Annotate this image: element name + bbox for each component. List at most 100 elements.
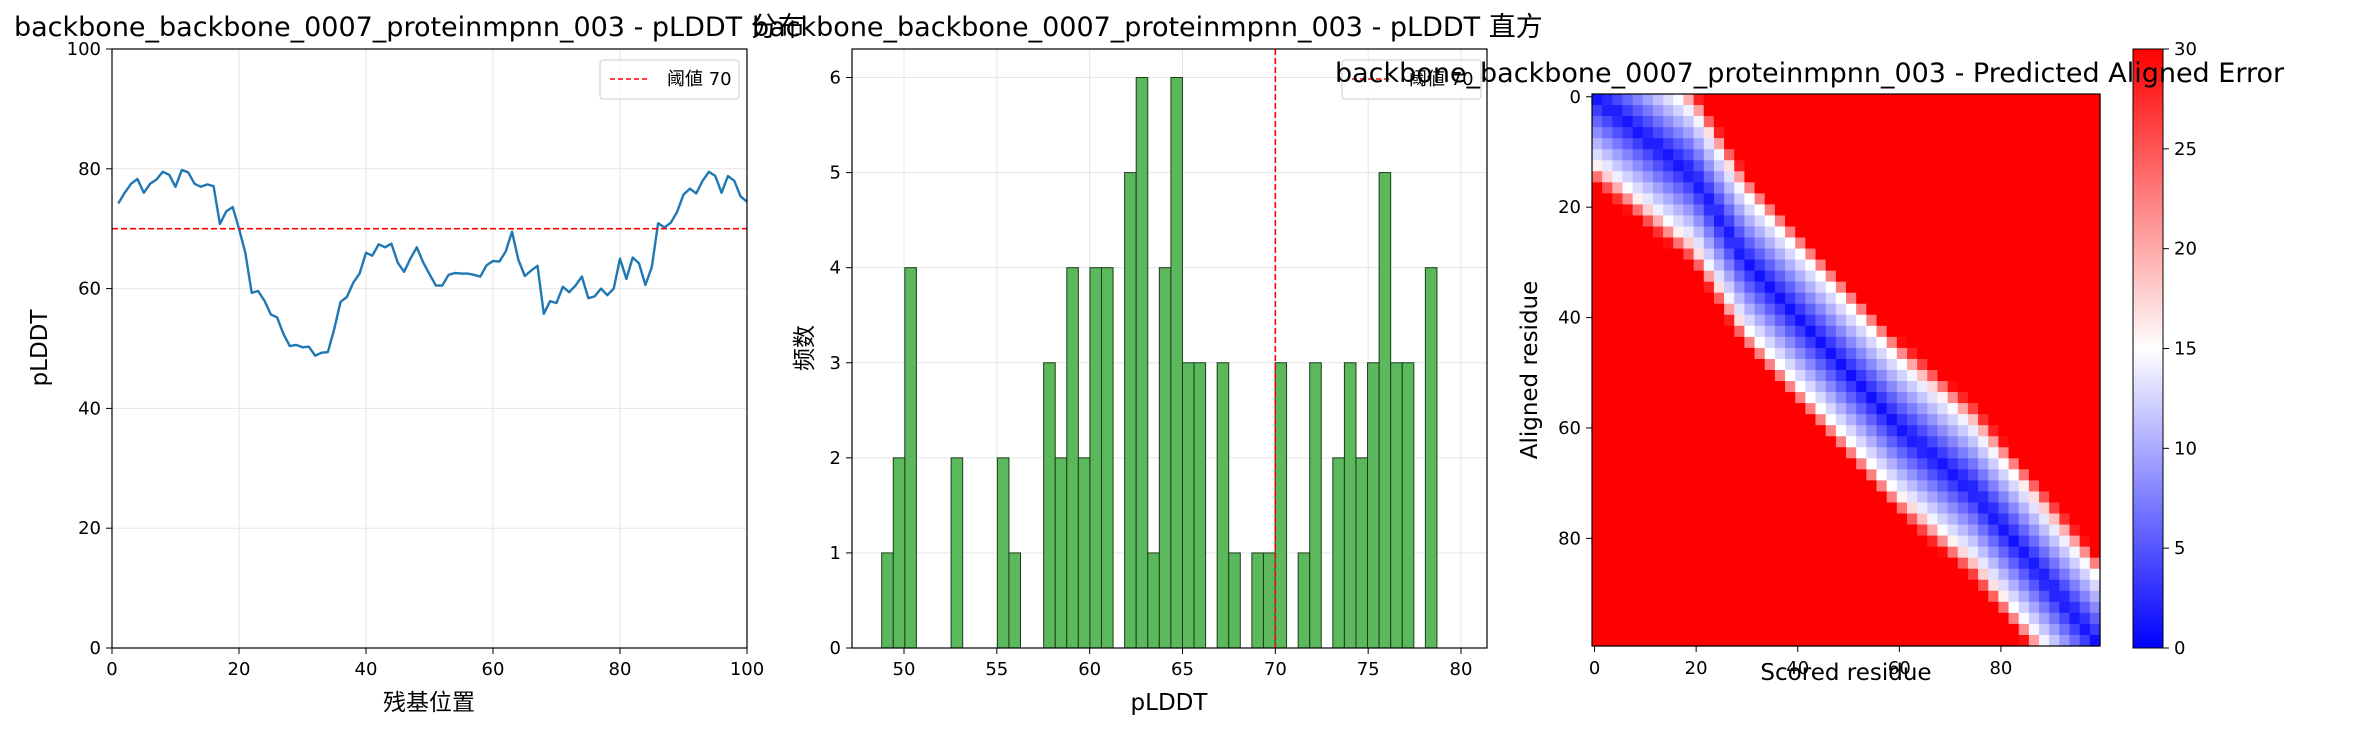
pae-heatmap-cell [1612, 557, 1624, 570]
pae-heatmap-cell [1917, 557, 1928, 570]
pae-heatmap-cell [2059, 524, 2071, 537]
pae-heatmap-cell [2059, 215, 2071, 228]
pae-heatmap-cell [1744, 171, 1756, 183]
pae-heatmap-cell [1927, 403, 1939, 415]
pae-heatmap-cell [1825, 546, 1837, 559]
pae-heatmap-cell [1978, 303, 1989, 316]
pae-heatmap-cell [1734, 171, 1745, 183]
pae-heatmap-cell [1988, 127, 1999, 139]
pae-heatmap-cell [1815, 259, 1827, 272]
pae-heatmap-cell [1947, 513, 1959, 526]
pae-heatmap-cell [1967, 281, 1979, 294]
pae-heatmap-cell [1906, 292, 1918, 305]
pae-heatmap-cell [1693, 336, 1705, 349]
pae-heatmap-cell [1724, 392, 1735, 404]
pae-heatmap-cell [1713, 270, 1725, 283]
pae-heatmap-cell [1998, 403, 2010, 415]
pae-heatmap-cell [1947, 270, 1959, 283]
pae-heatmap-cell [1998, 425, 2010, 437]
pae-heatmap-cell [1815, 303, 1827, 316]
pae-heatmap-cell [1815, 623, 1827, 636]
pae-heatmap-cell [1774, 425, 1786, 437]
pae-heatmap-cell [1703, 292, 1715, 305]
pae-heatmap-cell [1988, 557, 1999, 570]
pae-heatmap-cell [1978, 149, 1989, 161]
pae-heatmap-cell [1805, 127, 1817, 139]
pae-heatmap-cell [1734, 436, 1745, 448]
pae-heatmap-cell [1856, 557, 1867, 570]
pae-heatmap-cell [2039, 414, 2050, 426]
pae-heatmap-cell [1856, 358, 1867, 371]
pae-heatmap-cell [1652, 347, 1664, 360]
pae-heatmap-cell [1835, 579, 1847, 592]
pae-heatmap-cell [1998, 138, 2010, 150]
pae-heatmap-cell [1724, 403, 1735, 415]
pae-heatmap-cell [1673, 325, 1685, 338]
pae-heatmap-cell [1906, 171, 1918, 183]
pae-heatmap-cell [1734, 325, 1745, 338]
pae-heatmap-cell [1602, 414, 1613, 426]
pae-heatmap-cell [1642, 436, 1654, 448]
pae-heatmap-cell [1693, 182, 1705, 194]
pae-heatmap-cell [2018, 259, 2030, 272]
pae-heatmap-cell [2069, 270, 2081, 283]
pae-heatmap-cell [1917, 94, 1928, 106]
pae-heatmap-cell [2059, 182, 2071, 194]
pae-heatmap-cell [1835, 392, 1847, 404]
pae-heatmap-cell [1896, 513, 1908, 526]
pae-heatmap-cell [1978, 601, 1989, 614]
pae-heatmap-cell [2018, 480, 2030, 493]
pae-heatmap-cell [1917, 281, 1928, 294]
pae-heatmap-cell [1764, 513, 1776, 526]
pae-heatmap-cell [1724, 171, 1735, 183]
pae-heatmap-cell [1774, 138, 1786, 150]
pae-heatmap-cell [1988, 171, 1999, 183]
pae-heatmap-cell [2049, 204, 2060, 217]
pae-heatmap-cell [1622, 414, 1634, 426]
pae-heatmap-cell [1663, 138, 1674, 150]
pae-heatmap-cell [1663, 403, 1674, 415]
pae-heatmap-cell [2079, 105, 2091, 117]
pae-heatmap-cell [1876, 105, 1888, 117]
pae-heatmap-cell [1957, 193, 1969, 205]
pae-heatmap-cell [1947, 535, 1959, 548]
pae-heatmap-cell [1683, 480, 1695, 493]
pae-heatmap-cell [1825, 403, 1837, 415]
pae-heatmap-cell [1805, 623, 1817, 636]
pae-heatmap-cell [1805, 270, 1817, 283]
pae-heatmap-cell [2069, 325, 2081, 338]
plddt-histogram-y-tick-label: 2 [830, 448, 841, 469]
plddt-histogram-bar [1066, 267, 1079, 649]
pae-heatmap-cell [2079, 502, 2091, 515]
pae-heatmap-cell [1744, 392, 1756, 404]
pae-heatmap-cell [1917, 248, 1928, 261]
pae-heatmap-cell [1876, 358, 1888, 371]
pae-heatmap-cell [1693, 292, 1705, 305]
pae-heatmap-cell [1978, 491, 1989, 504]
pae-heatmap-cell [1734, 270, 1745, 283]
pae-heatmap-cell [1927, 193, 1939, 205]
pae-heatmap-cell [1967, 314, 1979, 327]
pae-heatmap-cell [1592, 458, 1603, 470]
plddt-line-series-line [117, 168, 748, 357]
pae-heatmap-cell [1744, 149, 1756, 161]
pae-heatmap-cell [1937, 502, 1949, 515]
pae-heatmap-cell [1642, 116, 1654, 128]
pae-heatmap-cell [1703, 436, 1715, 448]
pae-heatmap-cell [1642, 381, 1654, 393]
pae-heatmap-cell [1703, 392, 1715, 404]
pae-heatmap-cell [1744, 436, 1756, 448]
pae-heatmap-cell [1937, 403, 1949, 415]
pae-heatmap-cell [1754, 524, 1766, 537]
pae-heatmap-cell [1917, 414, 1928, 426]
pae-heatmap-cell [1795, 546, 1806, 559]
pae-heatmap-cell [1734, 458, 1745, 470]
pae-heatmap-cell [1866, 160, 1878, 172]
pae-heatmap-cell [1795, 226, 1806, 239]
pae-heatmap-cell [1896, 226, 1908, 239]
pae-heatmap-cell [1734, 414, 1745, 426]
pae-heatmap-cell [1795, 381, 1806, 393]
pae-heatmap-cell [1632, 281, 1644, 294]
pae-heatmap-cell [2039, 171, 2050, 183]
pae-heatmap-title: backbone_backbone_0007_proteinmpnn_003 -… [1335, 58, 2285, 89]
